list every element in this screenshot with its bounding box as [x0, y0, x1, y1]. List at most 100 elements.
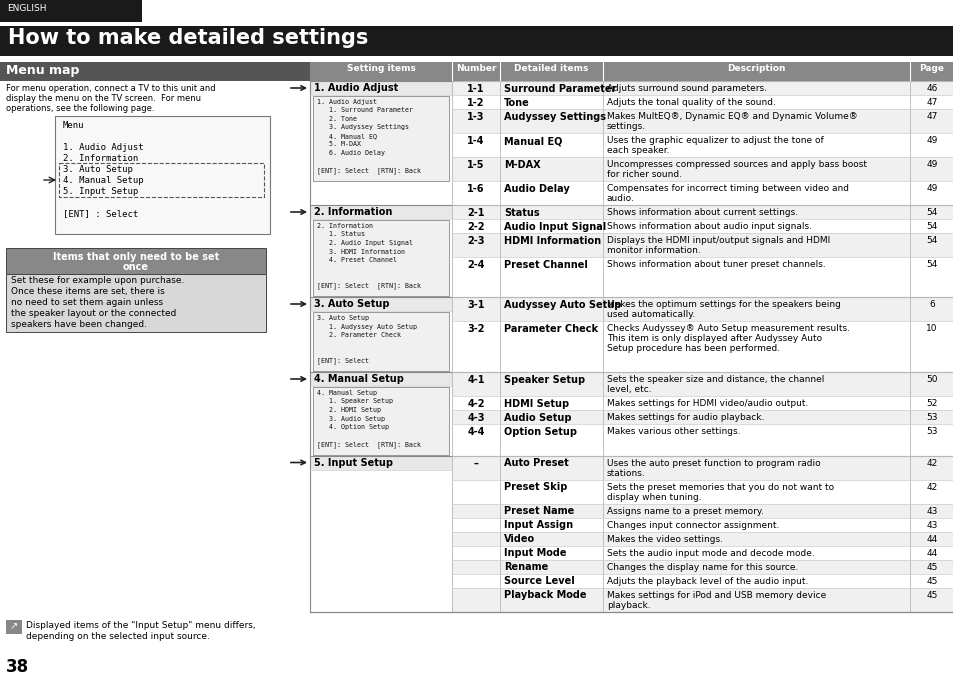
Bar: [452, 321, 953, 355]
Text: ↗: ↗: [10, 621, 18, 631]
Text: Makes settings for iPod and USB memory device: Makes settings for iPod and USB memory d…: [606, 590, 825, 599]
Text: stations.: stations.: [606, 469, 645, 477]
Text: settings.: settings.: [606, 122, 645, 131]
Text: Number: Number: [456, 64, 496, 73]
Text: 3. HDMI Information: 3. HDMI Information: [316, 249, 405, 255]
Text: 1-4: 1-4: [467, 136, 484, 146]
Text: Parameter Check: Parameter Check: [503, 324, 598, 334]
Text: level, etc.: level, etc.: [606, 385, 651, 394]
Text: Sets the audio input mode and decode mode.: Sets the audio input mode and decode mod…: [606, 548, 814, 558]
Text: Setting items: Setting items: [346, 64, 415, 73]
Text: 3. Audio Setup: 3. Audio Setup: [316, 415, 385, 422]
Text: used automatically.: used automatically.: [606, 310, 695, 319]
Text: Rename: Rename: [503, 563, 548, 573]
Text: 3. Auto Setup: 3. Auto Setup: [63, 165, 132, 174]
Text: 4. Option Setup: 4. Option Setup: [316, 424, 389, 430]
Bar: [452, 205, 953, 219]
Text: Input Assign: Input Assign: [503, 520, 573, 530]
Text: 5. M-DAX: 5. M-DAX: [316, 142, 360, 148]
Bar: [452, 588, 953, 612]
Bar: [310, 62, 953, 81]
Text: 4. Manual Setup: 4. Manual Setup: [314, 374, 403, 384]
Text: Adjuts the playback level of the audio input.: Adjuts the playback level of the audio i…: [606, 577, 807, 586]
Text: operations, see the following page.: operations, see the following page.: [6, 104, 154, 113]
Text: 3. Audyssey Settings: 3. Audyssey Settings: [316, 125, 409, 131]
Text: Preset Channel: Preset Channel: [503, 260, 587, 270]
Bar: [310, 205, 452, 219]
Text: audio.: audio.: [606, 194, 634, 203]
Text: Audio Delay: Audio Delay: [503, 184, 569, 194]
Text: 5. Input Setup: 5. Input Setup: [314, 458, 393, 467]
Text: 2. Information: 2. Information: [63, 154, 138, 163]
Text: Audio Input Signal: Audio Input Signal: [503, 222, 605, 232]
Text: Makes settings for HDMI video/audio output.: Makes settings for HDMI video/audio outp…: [606, 399, 807, 408]
Bar: [55, 116, 270, 234]
Text: Video: Video: [503, 535, 535, 545]
Text: Status: Status: [503, 208, 539, 218]
Text: 3-1: 3-1: [467, 300, 484, 310]
Text: 49: 49: [925, 136, 937, 145]
Bar: [452, 297, 953, 321]
Text: 47: 47: [925, 112, 937, 121]
Text: 44: 44: [925, 535, 937, 543]
Text: This item is only displayed after Audyssey Auto: This item is only displayed after Audyss…: [606, 334, 821, 343]
Text: Makes MultEQ®, Dynamic EQ® and Dynamic Volume®: Makes MultEQ®, Dynamic EQ® and Dynamic V…: [606, 112, 857, 121]
Text: the speaker layout or the connected: the speaker layout or the connected: [11, 309, 176, 318]
Text: [ENT]: Select  [RTN]: Back: [ENT]: Select [RTN]: Back: [316, 167, 420, 174]
Text: Once these items are set, there is: Once these items are set, there is: [11, 287, 165, 296]
Text: Items that only need to be set: Items that only need to be set: [52, 252, 219, 262]
Text: Shows information about current settings.: Shows information about current settings…: [606, 208, 798, 217]
Bar: [6, 248, 266, 274]
Text: Changes input connector assignment.: Changes input connector assignment.: [606, 520, 779, 530]
Text: 52: 52: [925, 399, 937, 408]
Text: each speaker.: each speaker.: [606, 146, 669, 155]
Text: HDMI Information: HDMI Information: [503, 236, 600, 246]
Text: 1. Status: 1. Status: [316, 232, 365, 238]
Bar: [0, 0, 142, 22]
Bar: [452, 109, 953, 133]
Bar: [452, 81, 953, 95]
Bar: [452, 233, 953, 257]
Text: 4-1: 4-1: [467, 375, 484, 385]
Text: Description: Description: [726, 64, 785, 73]
Text: Menu: Menu: [63, 121, 85, 130]
Text: Preset Skip: Preset Skip: [503, 483, 567, 492]
Text: 45: 45: [925, 563, 937, 571]
Text: 43: 43: [925, 520, 937, 530]
Text: 4-4: 4-4: [467, 427, 484, 437]
Text: Set these for example upon purchase.: Set these for example upon purchase.: [11, 276, 184, 285]
Text: once: once: [123, 262, 149, 272]
Text: 1-2: 1-2: [467, 98, 484, 108]
Text: 1-5: 1-5: [467, 160, 484, 170]
Bar: [452, 560, 953, 573]
Text: Menu map: Menu map: [6, 64, 79, 77]
Text: 4-2: 4-2: [467, 399, 484, 409]
Text: –: –: [473, 458, 478, 469]
Text: 54: 54: [925, 208, 937, 217]
Text: Option Setup: Option Setup: [503, 427, 577, 437]
Bar: [313, 220, 449, 296]
Text: Audyssey Settings: Audyssey Settings: [503, 112, 605, 122]
Text: Speaker Setup: Speaker Setup: [503, 375, 584, 385]
Text: 42: 42: [925, 458, 937, 467]
Text: for richer sound.: for richer sound.: [606, 170, 681, 179]
Text: Checks Audyssey® Auto Setup measurement results.: Checks Audyssey® Auto Setup measurement …: [606, 324, 849, 333]
Text: [ENT]: Select  [RTN]: Back: [ENT]: Select [RTN]: Back: [316, 441, 420, 447]
Text: 4. Manual Setup: 4. Manual Setup: [63, 176, 144, 185]
Text: 1. Speaker Setup: 1. Speaker Setup: [316, 398, 393, 405]
Text: 2-3: 2-3: [467, 236, 484, 246]
Text: Assigns name to a preset memory.: Assigns name to a preset memory.: [606, 507, 763, 516]
Bar: [452, 219, 953, 233]
Bar: [313, 387, 449, 454]
Text: 1. Audyssey Auto Setup: 1. Audyssey Auto Setup: [316, 323, 416, 330]
Text: 2. Information: 2. Information: [316, 223, 373, 229]
Text: Audyssey Auto Setup: Audyssey Auto Setup: [503, 300, 620, 310]
Bar: [452, 531, 953, 545]
Text: 4. Manual EQ: 4. Manual EQ: [316, 133, 376, 139]
Text: 1. Audio Adjust: 1. Audio Adjust: [314, 83, 397, 93]
Text: Setup procedure has been performed.: Setup procedure has been performed.: [606, 344, 780, 353]
Bar: [452, 573, 953, 588]
Text: 1-6: 1-6: [467, 184, 484, 194]
Text: Adjuts surround sound parameters.: Adjuts surround sound parameters.: [606, 84, 766, 93]
Text: For menu operation, connect a TV to this unit and: For menu operation, connect a TV to this…: [6, 84, 215, 93]
